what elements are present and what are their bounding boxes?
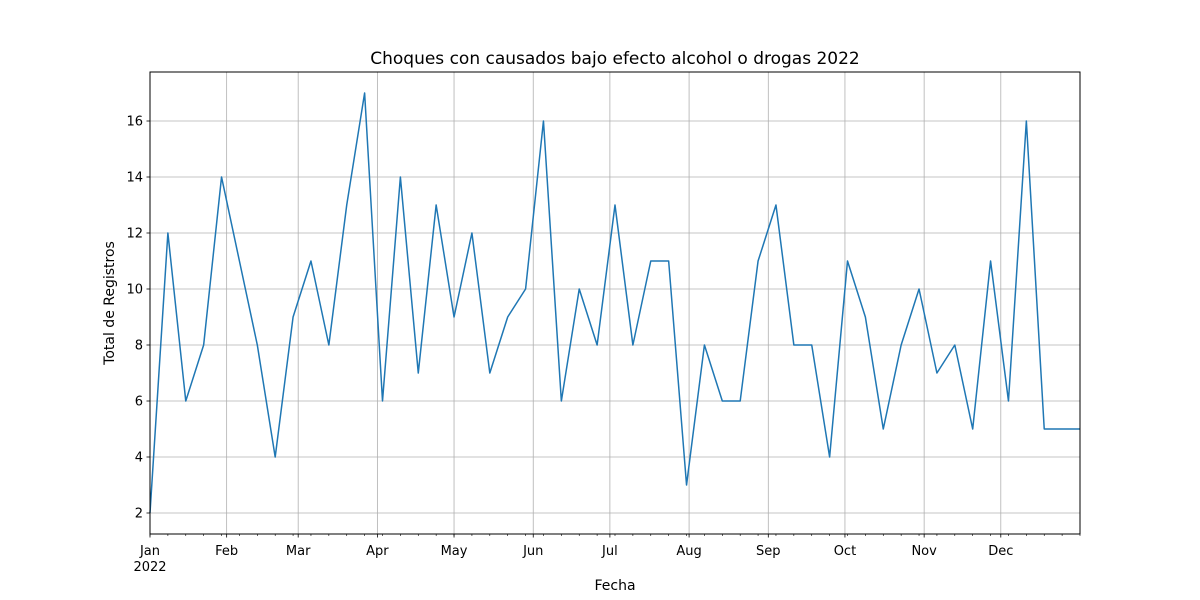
y-tick-label: 4 — [135, 451, 143, 466]
y-axis-label: Total de Registros — [102, 241, 118, 366]
grid-lines — [149, 72, 1080, 534]
axes-layer: 2 4 6 8 10 12 14 16 Jan Feb Mar Apr May Jun Jul Aug Sep O… — [126, 115, 1081, 559]
x-tick-label: Jun — [522, 544, 543, 559]
x-tick-label: Nov — [911, 544, 937, 559]
x-tick-label: May — [441, 544, 468, 559]
series-line — [149, 92, 1080, 514]
y-tick-label: 6 — [135, 395, 143, 410]
y-tick-label: 10 — [126, 283, 143, 298]
y-tick-label: 16 — [126, 115, 143, 130]
y-tick-label: 14 — [126, 171, 143, 186]
chart-title: Choques con causados bajo efecto alcohol… — [370, 49, 860, 69]
x-tick-label: Mar — [286, 544, 311, 559]
y-tick-label: 2 — [135, 507, 143, 522]
x-tick-label: Jul — [601, 544, 618, 559]
x-tick-label: Sep — [756, 544, 781, 559]
x-tick-label: Apr — [366, 544, 389, 559]
x-tick-label: Jan — [139, 544, 160, 559]
x-year-label: 2022 — [133, 560, 166, 575]
x-tick-label: Aug — [676, 544, 701, 559]
x-tick-label: Oct — [834, 544, 856, 559]
y-tick-label: 12 — [126, 227, 143, 242]
x-tick-label: Feb — [215, 544, 238, 559]
series-layer — [149, 92, 1080, 514]
x-tick-label: Dec — [988, 544, 1013, 559]
x-axis-label: Fecha — [594, 578, 635, 594]
y-tick-label: 8 — [135, 339, 143, 354]
